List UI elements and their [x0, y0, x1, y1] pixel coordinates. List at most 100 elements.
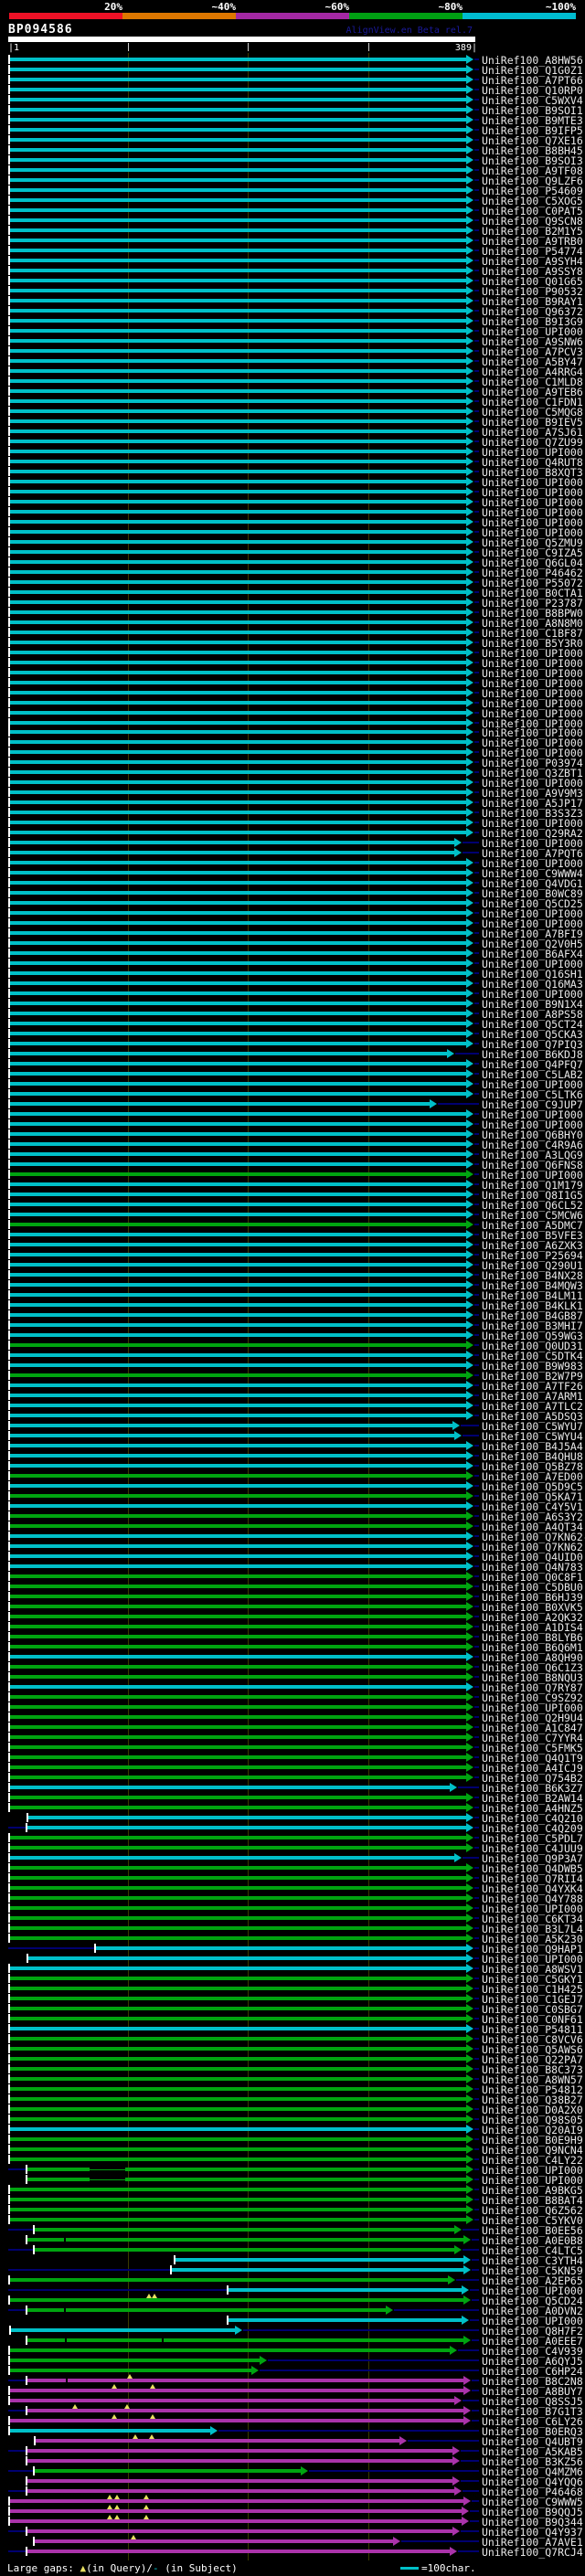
hit-label[interactable]: UniRef100_UPI000.. — [482, 1903, 585, 1915]
alignment-row[interactable]: UniRef100_UPI000.. — [0, 2164, 585, 2177]
alignment-row[interactable]: UniRef100_B9I3G9 — [0, 315, 585, 328]
hit-label[interactable]: UniRef100_A9TF08 — [482, 164, 583, 177]
hit-label[interactable]: UniRef100_Q6BHY0 — [482, 1129, 583, 1141]
hit-label[interactable]: UniRef100_A8HW56 — [482, 54, 583, 67]
alignment-row[interactable]: UniRef100_C6HP24 — [0, 2365, 585, 2378]
alignment-row[interactable]: UniRef100_UPI000.. — [0, 917, 585, 930]
alignment-row[interactable]: UniRef100_A4ICJ9 — [0, 1762, 585, 1775]
alignment-row[interactable]: UniRef100_C4JUU9 — [0, 1842, 585, 1855]
hit-label[interactable]: UniRef100_A7TLC2 — [482, 1400, 583, 1413]
hit-label[interactable]: UniRef100_A8WN57 — [482, 2073, 583, 2086]
alignment-row[interactable]: UniRef100_A5DMC7 — [0, 1219, 585, 1232]
alignment-row[interactable]: UniRef100_UPI000.. — [0, 325, 585, 338]
alignment-row[interactable]: UniRef100_Q96372 — [0, 305, 585, 318]
hit-label[interactable]: UniRef100_Q1G0Z1 — [482, 64, 583, 77]
hit-label[interactable]: UniRef100_B4NX28 — [482, 1269, 583, 1282]
hit-label[interactable]: UniRef100_UPI000.. — [482, 1953, 585, 1966]
alignment-row[interactable]: UniRef100_Q9HAP1 — [0, 1943, 585, 1956]
alignment-row[interactable]: UniRef100_A8BUY7 — [0, 2384, 585, 2398]
hit-label[interactable]: UniRef100_A1DIS4 — [482, 1621, 583, 1634]
alignment-row[interactable]: UniRef100_C4V939 — [0, 2345, 585, 2358]
hit-label[interactable]: UniRef100_B8BPW0 — [482, 607, 583, 620]
hit-label[interactable]: UniRef100_Q10RP0 — [482, 84, 583, 97]
alignment-row[interactable]: UniRef100_UPI000.. — [0, 1078, 585, 1091]
alignment-row[interactable]: UniRef100_A0DVN2 — [0, 2305, 585, 2317]
hit-label[interactable]: UniRef100_B9Q344 — [482, 2516, 583, 2528]
alignment-row[interactable]: UniRef100_A9TF08 — [0, 164, 585, 177]
alignment-row[interactable]: UniRef100_C1H425 — [0, 1983, 585, 1996]
alignment-row[interactable]: UniRef100_B3L7L4 — [0, 1923, 585, 1935]
alignment-row[interactable]: UniRef100_A8PS58 — [0, 1008, 585, 1021]
hit-label[interactable]: UniRef100_A5K230 — [482, 1933, 583, 1945]
hit-label[interactable]: UniRef100_B0EE56 — [482, 2224, 583, 2237]
alignment-row[interactable]: UniRef100_UPI000.. — [0, 707, 585, 720]
alignment-row[interactable]: UniRef100_Q5AWS6 — [0, 2043, 585, 2056]
alignment-row[interactable]: UniRef100_Q6BHY0 — [0, 1129, 585, 1141]
alignment-row[interactable]: UniRef100_C9JUP7 — [0, 1098, 585, 1111]
alignment-row[interactable]: UniRef100_C5WXV4 — [0, 94, 585, 107]
hit-label[interactable]: UniRef100_A9SSY8 — [482, 265, 583, 278]
hit-label[interactable]: UniRef100_B9MTE3 — [482, 114, 583, 127]
alignment-row[interactable]: UniRef100_B5Y3R0 — [0, 637, 585, 650]
alignment-row[interactable]: UniRef100_Q0UD31 — [0, 1340, 585, 1352]
alignment-row[interactable]: UniRef100_UPI000.. — [0, 777, 585, 790]
hit-label[interactable]: UniRef100_P54609 — [482, 185, 583, 197]
hit-label[interactable]: UniRef100_P54774 — [482, 245, 583, 258]
alignment-row[interactable]: UniRef100_A5DSQ3 — [0, 1410, 585, 1423]
hit-label[interactable]: UniRef100_B9SOI1 — [482, 104, 583, 117]
alignment-row[interactable]: UniRef100_B0WC89 — [0, 887, 585, 900]
hit-label[interactable]: UniRef100_UPI000.. — [482, 737, 585, 749]
alignment-row[interactable]: UniRef100_UPI000.. — [0, 988, 585, 1001]
alignment-row[interactable]: UniRef100_A2QK32 — [0, 1611, 585, 1624]
alignment-row[interactable]: UniRef100_A7SJ61 — [0, 426, 585, 439]
alignment-row[interactable]: UniRef100_C5YKV0 — [0, 2214, 585, 2227]
alignment-row[interactable]: UniRef100_P55072 — [0, 577, 585, 589]
hit-label[interactable]: UniRef100_A4ICJ9 — [482, 1762, 583, 1775]
hit-label[interactable]: UniRef100_C4Q209 — [482, 1822, 583, 1835]
hit-label[interactable]: UniRef100_Q8SSJ5 — [482, 2395, 583, 2408]
alignment-row[interactable]: UniRef100_Q1G0Z1 — [0, 64, 585, 77]
hit-label[interactable]: UniRef100_C5DTK4 — [482, 1350, 583, 1362]
alignment-row[interactable]: UniRef100_P54774 — [0, 245, 585, 258]
hit-label[interactable]: UniRef100_UPI000.. — [482, 907, 585, 920]
hit-label[interactable]: UniRef100_C5MCW6 — [482, 1209, 583, 1222]
hit-label[interactable]: UniRef100_P23787 — [482, 597, 583, 610]
hit-label[interactable]: UniRef100_B6HJ39 — [482, 1591, 583, 1604]
alignment-row[interactable]: UniRef100_A5KAB5 — [0, 2445, 585, 2458]
hit-label[interactable]: UniRef100_C4R9A6 — [482, 1139, 583, 1151]
hit-label[interactable]: UniRef100_C4Q210 — [482, 1812, 583, 1825]
hit-label[interactable]: UniRef100_Q4DWB5 — [482, 1862, 583, 1875]
alignment-row[interactable]: UniRef100_A7PT66 — [0, 74, 585, 87]
alignment-row[interactable]: UniRef100_B9IEV5 — [0, 416, 585, 429]
hit-label[interactable]: UniRef100_Q6CL52 — [482, 1199, 583, 1212]
hit-label[interactable]: UniRef100_Q5CD24 — [482, 2295, 583, 2307]
alignment-row[interactable]: UniRef100_A4RRG4 — [0, 366, 585, 378]
alignment-row[interactable]: UniRef100_UPI000.. — [0, 1701, 585, 1714]
alignment-row[interactable]: UniRef100_C8VCV6 — [0, 2033, 585, 2046]
alignment-row[interactable]: UniRef100_Q7ZU99 — [0, 436, 585, 449]
hit-label[interactable]: UniRef100_B9RAY1 — [482, 295, 583, 308]
alignment-row[interactable]: UniRef100_C6LY26 — [0, 2414, 585, 2428]
hit-label[interactable]: UniRef100_A4RRG4 — [482, 366, 583, 378]
alignment-row[interactable]: UniRef100_Q2V0H5 — [0, 938, 585, 950]
hit-label[interactable]: UniRef100_B8XQT3 — [482, 466, 583, 479]
alignment-row[interactable]: UniRef100_C5DBU0 — [0, 1581, 585, 1594]
alignment-row[interactable]: UniRef100_Q7RY87 — [0, 1681, 585, 1694]
alignment-row[interactable]: UniRef100_Q0C8F1 — [0, 1571, 585, 1584]
alignment-row[interactable]: UniRef100_C0NF61 — [0, 2013, 585, 2026]
hit-label[interactable]: UniRef100_UPI000.. — [482, 2164, 585, 2177]
hit-label[interactable]: UniRef100_B2AW14 — [482, 1792, 583, 1805]
alignment-row[interactable]: UniRef100_Q8I1G5 — [0, 1189, 585, 1202]
alignment-row[interactable]: UniRef100_C5GKY1 — [0, 1973, 585, 1986]
hit-label[interactable]: UniRef100_Q6C1Z3 — [482, 1661, 583, 1674]
hit-label[interactable]: UniRef100_B9W983 — [482, 1360, 583, 1373]
hit-label[interactable]: UniRef100_A7AVE1 — [482, 2536, 583, 2549]
alignment-row[interactable]: UniRef100_UPI000.. — [0, 817, 585, 830]
alignment-row[interactable]: UniRef100_C4Q209 — [0, 1822, 585, 1835]
alignment-row[interactable]: UniRef100_A9SNW6 — [0, 335, 585, 348]
hit-label[interactable]: UniRef100_B9SOI3 — [482, 154, 583, 167]
hit-label[interactable]: UniRef100_D0A2X0 — [482, 2104, 583, 2116]
alignment-row[interactable]: UniRef100_C4Y5V1 — [0, 1500, 585, 1513]
alignment-row[interactable]: UniRef100_UPI000.. — [0, 667, 585, 680]
hit-label[interactable]: UniRef100_UPI000.. — [482, 2315, 585, 2327]
